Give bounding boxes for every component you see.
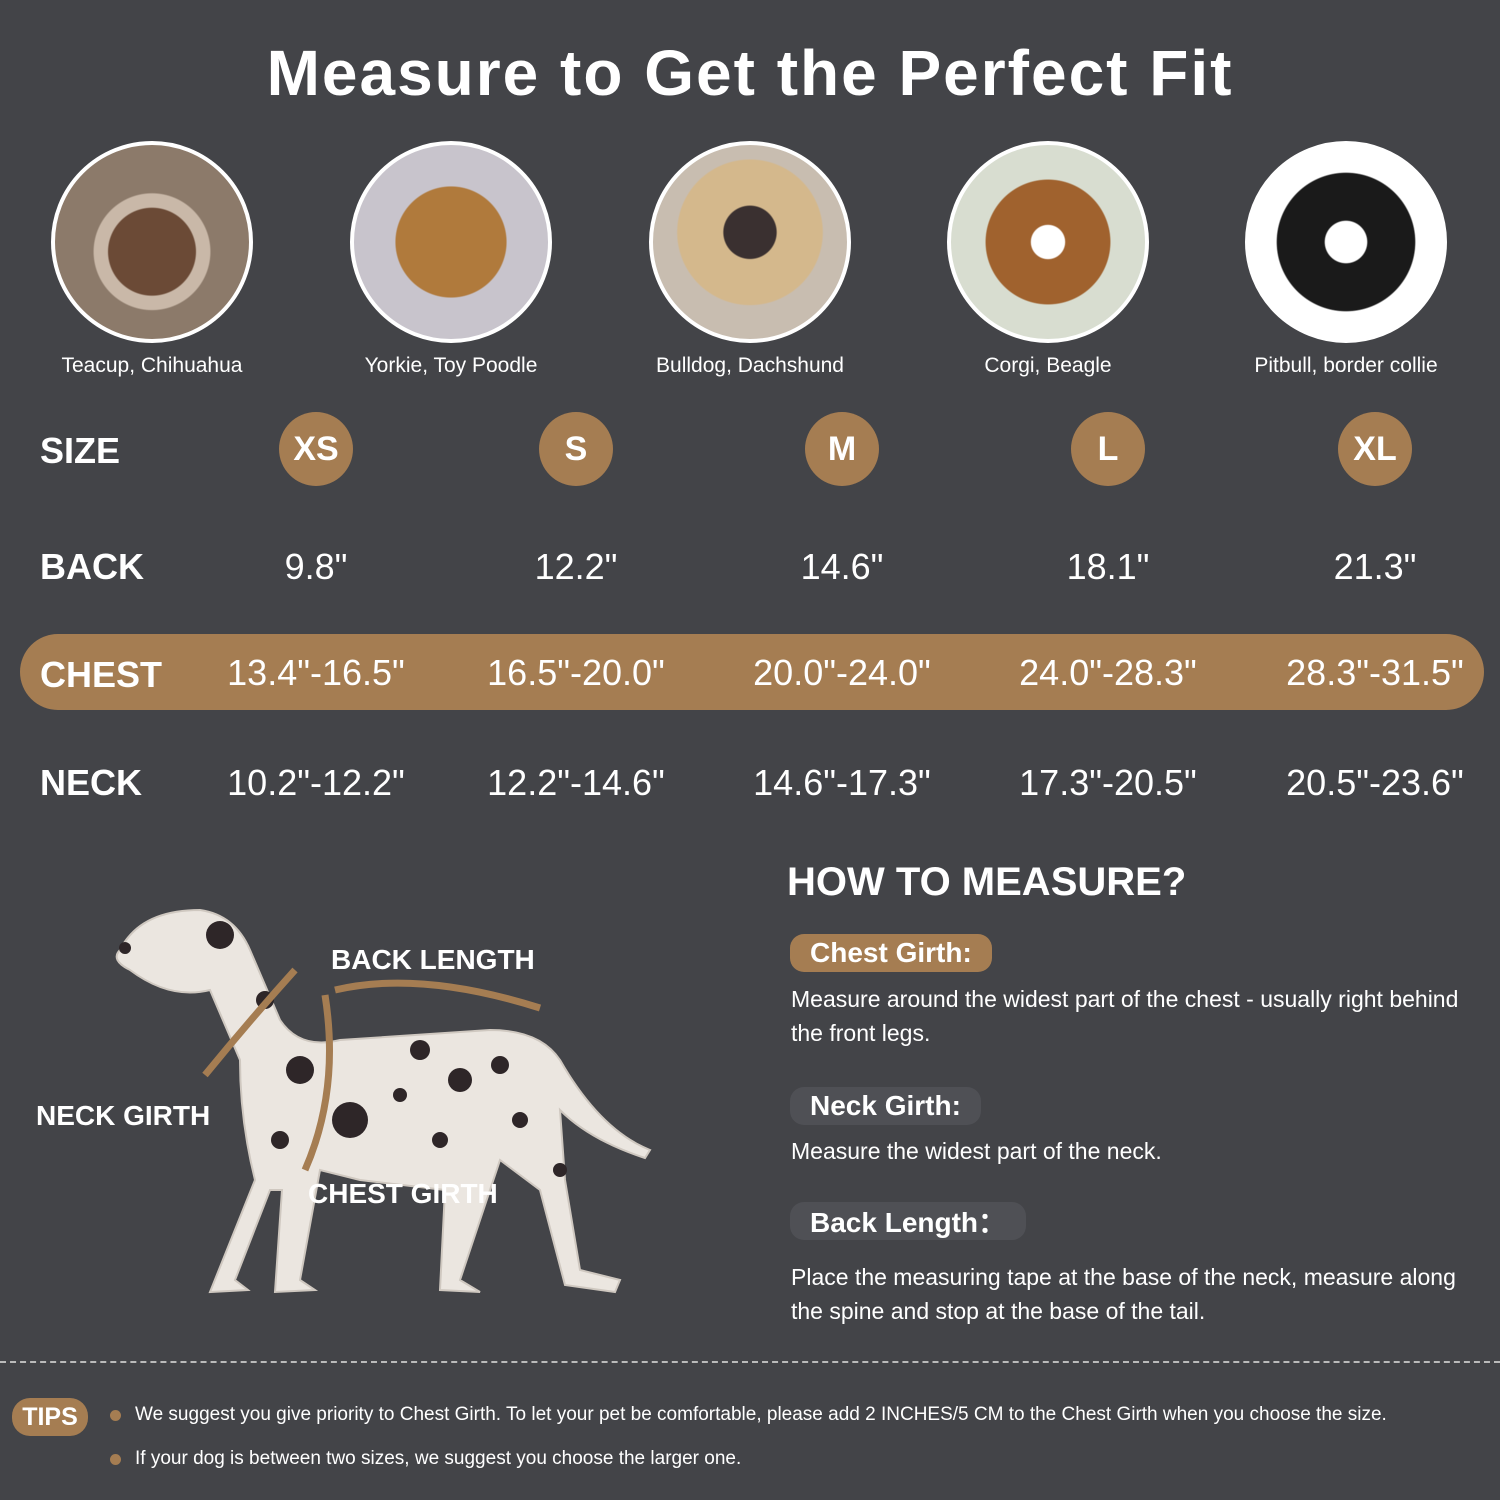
beagle-photo bbox=[947, 141, 1149, 343]
chest-girth-text: Measure around the widest part of the ch… bbox=[791, 986, 1459, 1046]
bullet-icon bbox=[110, 1409, 121, 1421]
tip-item: We suggest you give priority to Chest Gi… bbox=[110, 1404, 1387, 1426]
neck-girth-pill: Neck Girth: bbox=[790, 1087, 981, 1125]
size-badge: M bbox=[805, 412, 879, 486]
tip-text: We suggest you give priority to Chest Gi… bbox=[135, 1404, 1387, 1425]
size-badge: XL bbox=[1338, 412, 1412, 486]
breed-label: Teacup, Chihuahua bbox=[61, 354, 243, 377]
back-value: 18.1" bbox=[1066, 546, 1150, 587]
tip-text: If your dog is between two sizes, we sug… bbox=[135, 1448, 742, 1469]
breed-label: Bulldog, Dachshund bbox=[656, 354, 844, 377]
chihuahua-photo bbox=[51, 141, 253, 343]
chest-value: 20.0"-24.0" bbox=[753, 652, 931, 693]
chest-value: 28.3"-31.5" bbox=[1286, 652, 1464, 693]
chest-row-highlight bbox=[20, 634, 1484, 710]
back-length-text: Place the measuring tape at the base of … bbox=[791, 1264, 1456, 1324]
chest-girth-pill: Chest Girth: bbox=[790, 934, 992, 972]
size-badge: XS bbox=[279, 412, 353, 486]
back-length-label: BACK LENGTH bbox=[331, 944, 535, 975]
back-value: 21.3" bbox=[1333, 546, 1417, 587]
bullet-icon bbox=[110, 1453, 121, 1465]
neck-label: NECK bbox=[40, 762, 143, 803]
neck-girth-text: Measure the widest part of the neck. bbox=[791, 1138, 1162, 1164]
size-badge: L bbox=[1071, 412, 1145, 486]
chest-value: 16.5"-20.0" bbox=[487, 652, 665, 693]
yorkie-photo bbox=[350, 141, 552, 343]
neck-value: 10.2"-12.2" bbox=[227, 762, 405, 803]
back-value: 12.2" bbox=[534, 546, 618, 587]
chest-value: 13.4"-16.5" bbox=[227, 652, 405, 693]
chest-girth-label: CHEST GIRTH bbox=[308, 1178, 498, 1209]
neck-value: 12.2"-14.6" bbox=[487, 762, 665, 803]
breed-label: Pitbull, border collie bbox=[1254, 354, 1438, 377]
chest-label: CHEST bbox=[40, 654, 163, 695]
neck-value: 14.6"-17.3" bbox=[753, 762, 931, 803]
pug-photo bbox=[649, 141, 851, 343]
neck-girth-label: NECK GIRTH bbox=[36, 1100, 211, 1131]
divider bbox=[0, 1361, 1500, 1363]
tip-item: If your dog is between two sizes, we sug… bbox=[110, 1448, 741, 1470]
back-label: BACK bbox=[40, 546, 144, 587]
neck-value: 17.3"-20.5" bbox=[1019, 762, 1197, 803]
size-badge: S bbox=[539, 412, 613, 486]
size-label: SIZE bbox=[40, 430, 121, 471]
breed-label: Corgi, Beagle bbox=[984, 354, 1112, 377]
page-title: Measure to Get the Perfect Fit bbox=[266, 37, 1234, 109]
back-value: 14.6" bbox=[800, 546, 884, 587]
breed-label: Yorkie, Toy Poodle bbox=[364, 354, 538, 377]
dalmatian-diagram bbox=[115, 908, 652, 1294]
chest-value: 24.0"-28.3" bbox=[1019, 652, 1197, 693]
border-collie-photo bbox=[1245, 141, 1447, 343]
neck-value: 20.5"-23.6" bbox=[1286, 762, 1464, 803]
back-value: 9.8" bbox=[284, 546, 348, 587]
how-to-measure-title: HOW TO MEASURE? bbox=[787, 860, 1187, 904]
back-length-pill: Back Length： bbox=[790, 1202, 1027, 1240]
tips-badge: TIPS bbox=[12, 1398, 88, 1436]
